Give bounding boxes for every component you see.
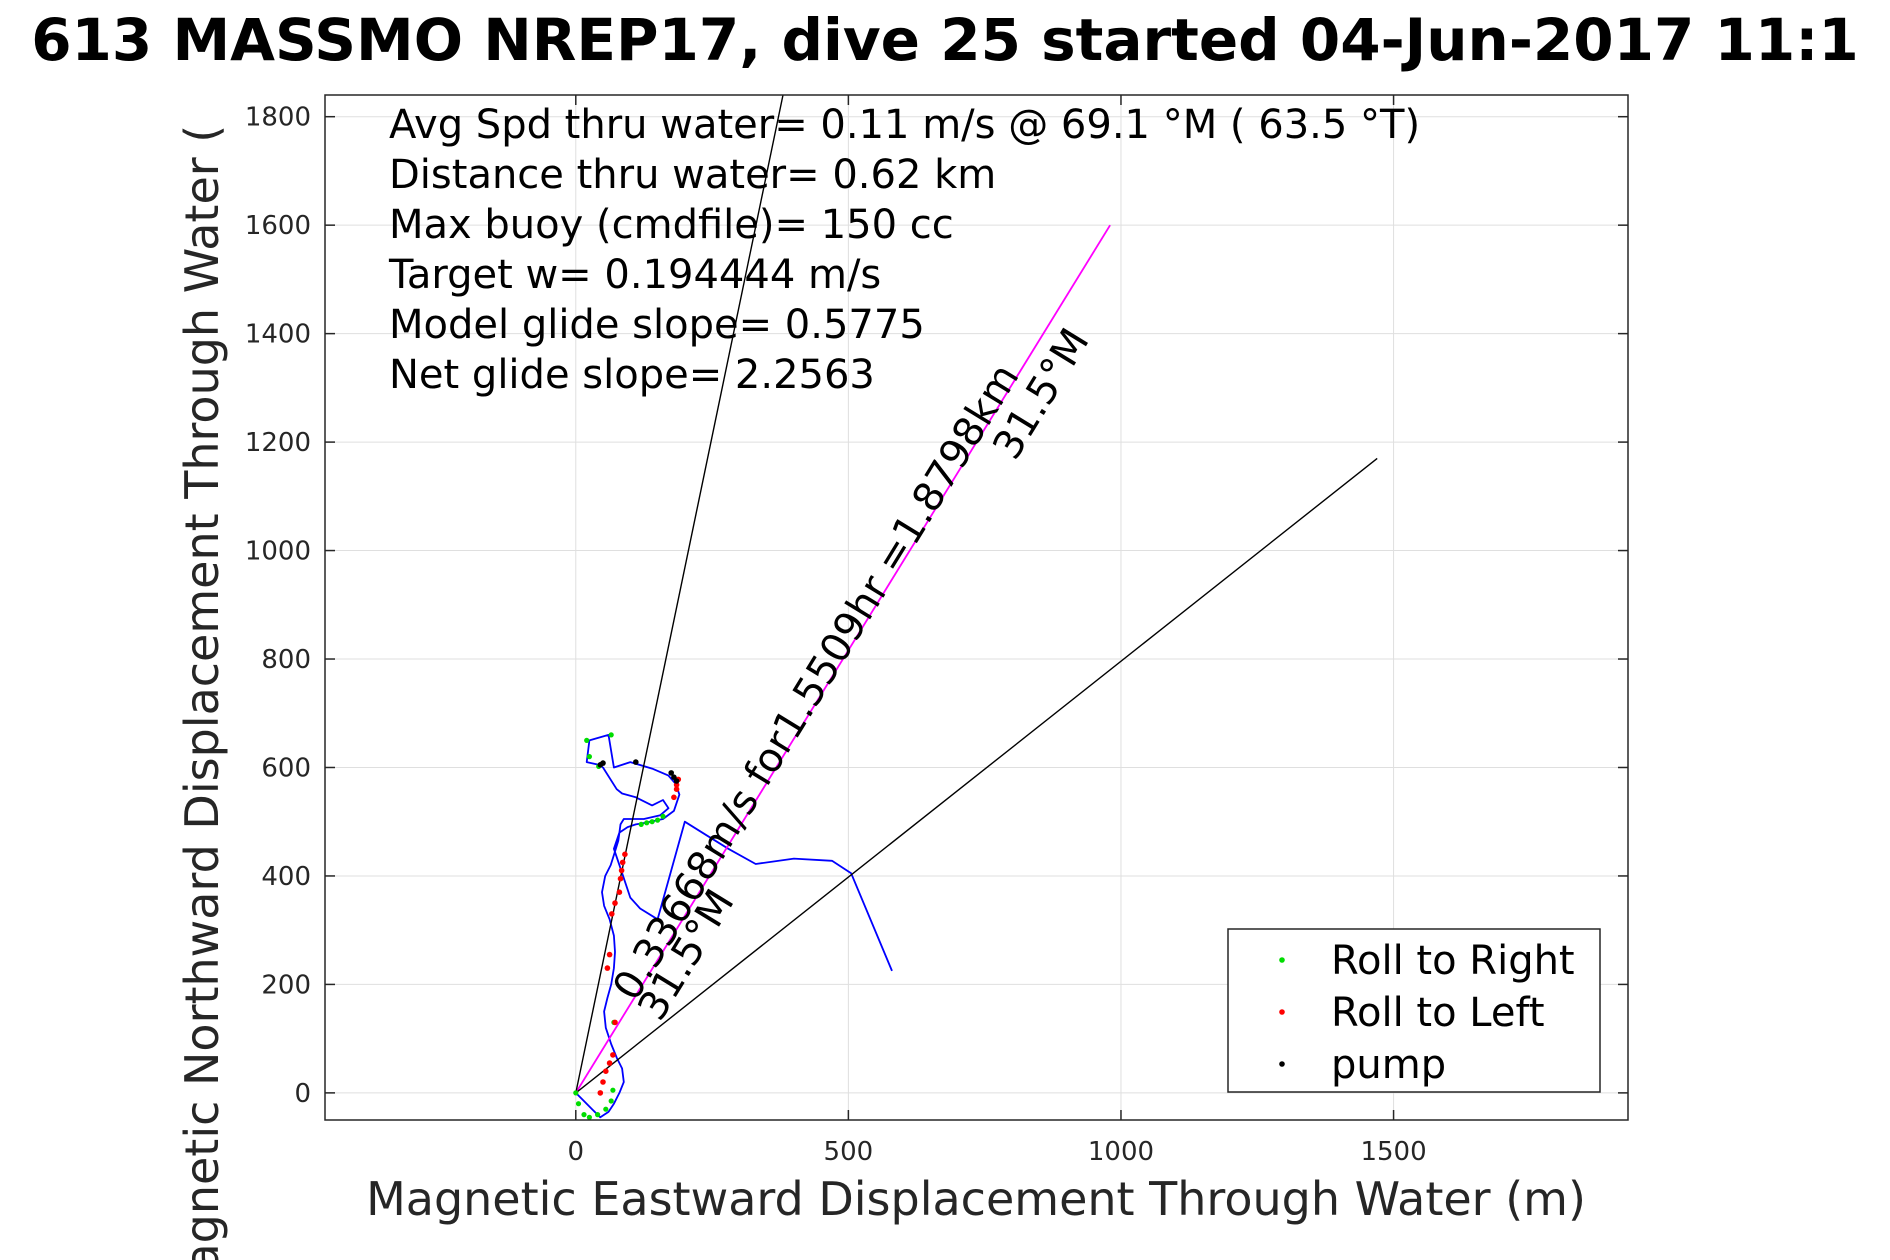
point-roll-to-left <box>597 1090 604 1096</box>
point-roll-to-left <box>606 1060 613 1066</box>
legend-marker <box>1279 957 1285 963</box>
legend-box <box>1227 928 1601 1093</box>
series-line-ray-1 <box>575 94 784 1094</box>
point-roll-to-left <box>617 875 624 882</box>
diagonal-label-main: 0.33668m/s for1.5509hr =1.8798km <box>604 356 1028 1008</box>
annotation-line: Net glide slope= 2.2563 <box>389 352 875 398</box>
legend: Roll to Right Roll to Left pump <box>1227 928 1601 1093</box>
point-roll-to-left <box>610 1052 616 1058</box>
y-tick-label: 1600 <box>245 211 311 241</box>
y-tick-label: 600 <box>261 753 311 783</box>
point-roll-to-right <box>660 813 666 819</box>
point-roll-to-right <box>586 1114 593 1120</box>
x-tick-label: 1500 <box>1360 1137 1426 1167</box>
series-line-ray-2 <box>575 457 1378 1094</box>
point-roll-to-right <box>595 1112 601 1118</box>
point-roll-to-right <box>586 754 593 760</box>
point-roll-to-right <box>573 1090 579 1096</box>
point-roll-to-left <box>603 1068 609 1074</box>
plot-frame <box>324 94 1629 1121</box>
point-pump <box>600 760 606 766</box>
annotation-line: Max buoy (cmdfile)= 150 cc <box>389 202 954 248</box>
legend-marker <box>1279 1061 1285 1067</box>
annotation-line: Avg Spd thru water= 0.11 m/s @ 69.1 °M (… <box>389 102 1420 148</box>
point-roll-to-left <box>671 794 677 801</box>
y-tick-label: 400 <box>261 862 311 892</box>
y-tick-label: 1000 <box>245 537 311 567</box>
point-roll-to-right <box>584 737 590 744</box>
point-roll-to-left <box>606 951 613 958</box>
y-tick-label: 1200 <box>245 428 311 458</box>
y-tick-label: 800 <box>261 645 311 675</box>
point-roll-to-right <box>644 820 650 826</box>
legend-marker <box>1279 1009 1285 1015</box>
x-tick-label: 500 <box>824 1137 874 1167</box>
point-roll-to-left <box>622 851 628 858</box>
legend-label: Roll to Right <box>1331 938 1575 984</box>
point-roll-to-right <box>610 1087 616 1093</box>
annotation-line: Model glide slope= 0.5775 <box>389 302 925 348</box>
series-lines <box>575 94 1378 1119</box>
x-tick-label: 1000 <box>1088 1137 1154 1167</box>
x-tick-label: 0 <box>568 1137 585 1167</box>
annotation-line: Target w= 0.194444 m/s <box>388 252 881 298</box>
point-roll-to-left <box>612 900 618 906</box>
y-tick-label: 1400 <box>245 320 311 350</box>
series-points <box>573 732 682 1120</box>
point-roll-to-right <box>649 819 655 825</box>
point-pump <box>633 759 639 765</box>
point-roll-to-right <box>655 817 661 823</box>
legend-label: Roll to Left <box>1331 990 1545 1036</box>
point-roll-to-left <box>612 1019 618 1026</box>
y-tick-label: 200 <box>261 970 311 1000</box>
annotation-line: Distance thru water= 0.62 km <box>389 152 996 198</box>
point-roll-to-left <box>616 889 623 895</box>
point-roll-to-right <box>575 1101 582 1107</box>
y-tick-label: 0 <box>294 1079 311 1109</box>
point-roll-to-right <box>608 1098 614 1104</box>
ticks <box>325 95 1628 1120</box>
tick-labels: 0 500 1000 1500 0 200 400 600 800 1000 1200 1400 160… <box>245 103 1427 1167</box>
point-pump <box>668 770 674 776</box>
y-tick-label: 1800 <box>245 103 311 133</box>
point-roll-to-left <box>609 911 615 917</box>
point-roll-to-right <box>581 1112 587 1118</box>
legend-label: pump <box>1331 1042 1446 1088</box>
x-axis-label: Magnetic Eastward Displacement Through W… <box>366 1172 1586 1226</box>
series-line-bearing <box>575 224 1111 1094</box>
point-roll-to-left <box>600 1079 606 1085</box>
chart-title: 613 MASSMO NREP17, dive 25 started 04-Ju… <box>31 6 1859 74</box>
point-roll-to-right <box>603 1106 609 1112</box>
point-roll-to-left <box>618 867 625 874</box>
point-pump <box>673 778 680 784</box>
series-line-track <box>575 734 893 1119</box>
point-roll-to-left <box>673 786 680 792</box>
point-roll-to-left <box>619 859 626 866</box>
gridlines <box>325 95 1628 1120</box>
y-axis-label: Magnetic Northward Displacement Through … <box>175 125 229 1260</box>
point-roll-to-left <box>604 965 611 971</box>
annotations: Avg Spd thru water= 0.11 m/s @ 69.1 °M (… <box>388 102 1420 398</box>
point-roll-to-right <box>608 732 614 738</box>
point-roll-to-right <box>638 821 644 828</box>
